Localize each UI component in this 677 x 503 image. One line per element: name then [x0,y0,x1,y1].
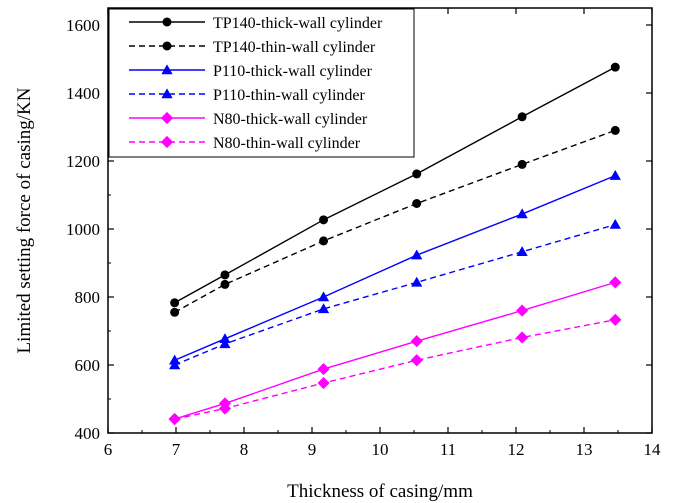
data-point [610,125,620,135]
series-line [174,223,616,366]
legend-item-4: N80-thick-wall cylinder [129,111,368,128]
data-point [517,159,527,169]
series-1 [170,125,620,317]
series-line [174,66,616,304]
data-point [218,402,232,415]
series-3 [169,218,621,370]
data-point [170,298,180,308]
x-tick-label: 6 [104,440,113,459]
data-point [219,338,231,349]
series-line [174,319,616,420]
x-tick-label: 11 [440,440,456,459]
data-point [170,307,180,317]
data-point [319,236,329,246]
y-axis-label: Limited setting force of casing/KN [14,87,35,353]
data-point [411,249,423,260]
x-tick-label: 14 [644,440,662,459]
series-4 [168,276,622,426]
series-0 [170,62,620,308]
legend-item-5: N80-thin-wall cylinder [129,135,361,152]
data-point [516,304,529,317]
data-point [412,199,422,208]
data-point [169,359,181,370]
legend-marker [160,111,174,125]
x-tick-label: 9 [308,440,317,459]
x-tick-label: 7 [172,440,181,459]
data-point [317,291,330,302]
y-tick-label: 600 [75,356,101,375]
legend-label: TP140-thin-wall cylinder [213,39,376,56]
legend-item-3: P110-thin-wall cylinder [129,87,365,104]
legend-item-0: TP140-thick-wall cylinder [129,15,383,32]
y-tick-label: 1600 [66,16,100,35]
data-point [609,276,622,289]
data-point [412,169,422,179]
data-point [317,363,330,376]
x-tick-label: 13 [576,440,593,459]
x-tick-label: 10 [372,440,389,459]
y-tick-label: 1200 [66,152,100,171]
x-axis-label: Thickness of casing/mm [287,481,473,502]
legend-box [108,8,415,158]
legend-label: P110-thick-wall cylinder [213,63,373,80]
data-point [609,169,621,180]
data-point [220,270,230,280]
legend-item-2: P110-thick-wall cylinder [129,63,373,80]
y-tick-label: 800 [75,288,101,307]
data-point [168,412,181,426]
data-point [317,376,330,390]
data-point [610,62,620,72]
series-line [174,174,616,361]
legend-marker [162,17,172,27]
data-point [609,218,621,229]
series-line [174,129,616,313]
data-point [317,303,330,314]
axes: 6 7 8 9 10 11 12 13 14 400 600 800 1000 1200 1400 1600 [66,7,662,459]
legend-label: N80-thin-wall cylinder [213,135,361,152]
data-point [319,215,329,225]
y-tick-label: 1000 [66,220,100,239]
data-point [219,333,231,344]
series-2 [169,169,621,365]
series-line [174,281,616,420]
legend-marker [161,88,173,99]
data-point [410,335,423,348]
data-point [517,112,527,122]
data-point [220,279,230,289]
legend-label: N80-thick-wall cylinder [213,111,368,128]
x-tick-label: 12 [508,440,525,459]
legend-marker [161,64,173,75]
plot-series [168,62,622,426]
legend: TP140-thick-wall cylinder TP140-thin-wall… [108,8,415,158]
data-point [516,246,528,256]
data-point [411,276,423,287]
data-point [609,313,622,326]
legend-marker [162,41,172,51]
data-point [410,354,423,367]
x-tick-label: 8 [240,440,249,459]
series-5 [168,313,622,426]
y-tick-label: 400 [75,424,101,443]
data-point [516,208,528,219]
legend-label: P110-thin-wall cylinder [213,87,365,104]
legend-label: TP140-thick-wall cylinder [213,15,383,32]
y-tick-label: 1400 [66,84,100,103]
legend-marker [160,135,174,149]
data-point [516,331,529,344]
legend-item-1: TP140-thin-wall cylinder [129,39,376,56]
